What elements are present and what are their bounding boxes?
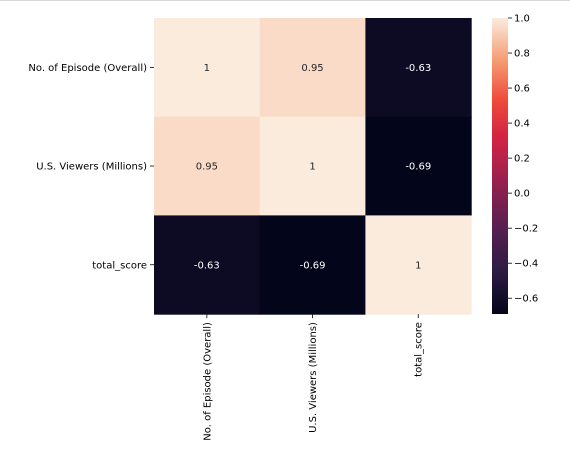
heatmap-cell xyxy=(154,215,261,315)
colorbar: 1.0 0.8 0.6 0.4 0.2 0.0 −0.2 −0.4 −0.6 xyxy=(492,14,538,314)
cell-value-label: -0.63 xyxy=(194,260,220,271)
y-tick-label: No. of Episode (Overall) xyxy=(28,63,147,74)
colorbar-tick-label: 0.4 xyxy=(514,119,530,130)
colorbar-tick-label: 1.0 xyxy=(514,14,530,25)
cell-value-label: -0.69 xyxy=(300,260,326,271)
column-labels: No. of Episode (Overall) U.S. Viewers (Mi… xyxy=(202,314,425,441)
heatmap-cell xyxy=(154,18,261,118)
colorbar-tick-label: 0.8 xyxy=(514,49,530,60)
heatmap-cell xyxy=(365,116,472,216)
colorbar-tick-label: −0.4 xyxy=(514,259,538,270)
colorbar-gradient xyxy=(492,18,508,314)
heatmap-cell xyxy=(154,116,261,216)
heatmap-cell xyxy=(365,215,472,315)
colorbar-tick-label: −0.2 xyxy=(514,224,538,235)
row-labels: No. of Episode (Overall) U.S. Viewers (Mi… xyxy=(28,63,154,271)
cell-value-label: -0.63 xyxy=(405,63,431,74)
cell-value-label: 1 xyxy=(309,162,315,173)
cell-value-label: 0.95 xyxy=(196,162,218,173)
colorbar-tick-label: 0.6 xyxy=(514,84,530,95)
cell-value-label: 1 xyxy=(415,260,421,271)
x-tick-label: total_score xyxy=(414,322,425,377)
y-tick-label: total_score xyxy=(92,260,147,271)
heatmap-cell xyxy=(259,116,366,216)
heatmap-cell xyxy=(259,215,366,315)
cell-value-label: 1 xyxy=(204,63,210,74)
heatmap-cells: 1 0.95 -0.63 0.95 1 -0.69 -0.63 -0.69 1 xyxy=(154,18,472,315)
colorbar-tick-label: 0.0 xyxy=(514,189,530,200)
x-tick-label: U.S. Viewers (Millions) xyxy=(308,322,319,433)
cell-value-label: 0.95 xyxy=(301,63,323,74)
heatmap-cell xyxy=(259,18,366,118)
top-border xyxy=(0,0,570,1)
y-tick-label: U.S. Viewers (Millions) xyxy=(36,162,147,173)
cell-value-label: -0.69 xyxy=(405,162,431,173)
heatmap-cell xyxy=(365,18,472,118)
colorbar-tick-label: 0.2 xyxy=(514,154,530,165)
x-tick-label: No. of Episode (Overall) xyxy=(202,322,213,441)
colorbar-tick-label: −0.6 xyxy=(514,294,538,305)
